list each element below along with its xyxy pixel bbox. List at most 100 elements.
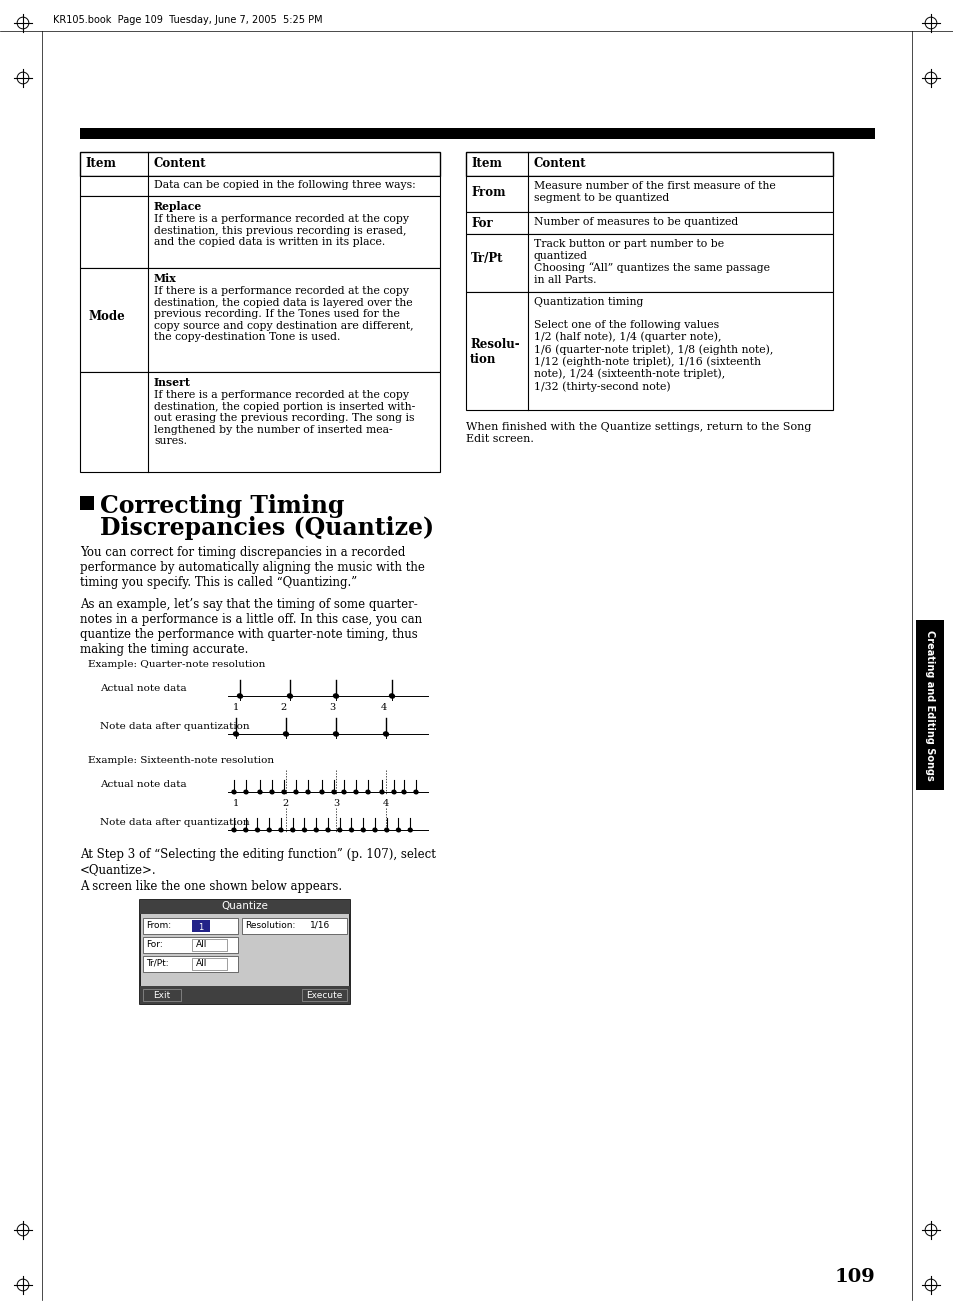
Bar [302,989,347,1001]
Ellipse shape [267,828,271,832]
Text: 1: 1 [233,702,239,712]
Text: All: All [195,940,207,950]
Text: All: All [195,959,207,968]
Text: If there is a performance recorded at the copy
destination, the copied data is l: If there is a performance recorded at th… [153,286,414,343]
Ellipse shape [326,828,330,832]
Ellipse shape [334,732,338,736]
Text: Note data after quantization: Note data after quantization [100,722,250,731]
Bar [80,128,874,139]
Bar [140,900,350,1005]
Text: As an example, let’s say that the timing of some quarter-
notes in a performance: As an example, let’s say that the timing… [80,598,421,657]
Text: For:: For: [146,940,163,950]
Text: Data can be copied in the following three ways:: Data can be copied in the following thre… [153,181,416,190]
Text: If there is a performance recorded at the copy
destination, this previous record: If there is a performance recorded at th… [153,215,409,247]
Bar [143,956,237,972]
Ellipse shape [361,828,365,832]
Text: Tr/Pt: Tr/Pt [471,252,503,266]
Text: 4: 4 [380,702,387,712]
Ellipse shape [294,790,297,794]
Ellipse shape [349,828,354,832]
Text: Resolution:: Resolution: [245,921,295,930]
Bar [242,918,347,934]
Ellipse shape [291,828,294,832]
Text: Replace: Replace [153,201,202,212]
Ellipse shape [337,828,341,832]
Bar [143,989,181,1001]
Text: 1: 1 [233,799,239,808]
Ellipse shape [354,790,357,794]
Ellipse shape [287,695,293,698]
Text: 4: 4 [382,799,389,808]
Text: 2: 2 [283,799,289,808]
Text: Creating and Editing Songs: Creating and Editing Songs [924,629,934,781]
Text: If there is a performance recorded at the copy
destination, the copied portion i: If there is a performance recorded at th… [153,390,415,446]
Text: Tr/Pt:: Tr/Pt: [146,959,169,968]
Ellipse shape [232,790,235,794]
Text: KR105.book  Page 109  Tuesday, June 7, 2005  5:25 PM: KR105.book Page 109 Tuesday, June 7, 200… [53,14,322,25]
Bar [80,177,439,196]
Ellipse shape [283,732,288,736]
Text: 2: 2 [280,702,287,712]
Text: A screen like the one shown below appears.: A screen like the one shown below appear… [80,880,342,893]
Text: Measure number of the first measure of the
segment to be quantized: Measure number of the first measure of t… [534,181,775,203]
Text: Quantization timing

Select one of the following values
1/2 (half note), 1/4 (qu: Quantization timing Select one of the fo… [534,297,773,391]
Ellipse shape [332,790,335,794]
Ellipse shape [255,828,259,832]
Bar [465,212,832,234]
Bar [192,957,227,971]
Ellipse shape [278,828,283,832]
Ellipse shape [232,828,235,832]
Bar [80,196,439,268]
Bar [143,918,237,934]
Bar [465,292,832,409]
Text: Content: Content [534,157,586,170]
Text: Mode: Mode [88,310,125,323]
Text: Actual note data: Actual note data [100,780,187,789]
Text: 1: 1 [198,923,203,933]
Ellipse shape [414,790,417,794]
Text: Track button or part number to be
quantized
Choosing “All” quantizes the same pa: Track button or part number to be quanti… [534,239,769,285]
Text: From:: From: [146,921,171,930]
Bar [465,177,832,212]
Text: Example: Sixteenth-note resolution: Example: Sixteenth-note resolution [88,756,274,765]
Bar [140,986,350,1005]
Text: Item: Item [85,157,115,170]
Ellipse shape [366,790,370,794]
Text: Content: Content [153,157,207,170]
Ellipse shape [408,828,412,832]
Ellipse shape [392,790,395,794]
Bar [465,234,832,292]
Bar [465,152,832,177]
Bar [80,152,439,177]
Text: Example: Quarter-note resolution: Example: Quarter-note resolution [88,661,265,668]
Text: 1/16: 1/16 [310,921,330,930]
Ellipse shape [244,790,248,794]
Text: Actual note data: Actual note data [100,684,187,693]
Bar [80,268,439,371]
Ellipse shape [233,732,238,736]
Bar [915,620,943,790]
Text: You can correct for timing discrepancies in a recorded
performance by automatica: You can correct for timing discrepancies… [80,545,424,589]
Ellipse shape [401,790,406,794]
Ellipse shape [383,732,388,736]
Ellipse shape [302,828,306,832]
Bar [192,920,210,933]
Ellipse shape [384,828,388,832]
Ellipse shape [306,790,310,794]
Text: Correcting Timing: Correcting Timing [100,494,344,518]
Text: Mix: Mix [153,273,176,284]
Text: 109: 109 [834,1267,875,1286]
Ellipse shape [257,790,262,794]
Bar [192,939,227,951]
Ellipse shape [244,828,248,832]
Text: When finished with the Quantize settings, return to the Song
Edit screen.: When finished with the Quantize settings… [465,422,810,443]
Text: 3: 3 [329,702,335,712]
Ellipse shape [334,695,338,698]
Ellipse shape [270,790,274,794]
Text: Discrepancies (Quantize): Discrepancies (Quantize) [100,515,434,540]
Text: Note data after quantization: Note data after quantization [100,818,250,827]
Ellipse shape [389,695,394,698]
Text: Insert: Insert [153,377,191,388]
Bar [80,371,439,472]
Text: Number of measures to be quantized: Number of measures to be quantized [534,217,738,228]
